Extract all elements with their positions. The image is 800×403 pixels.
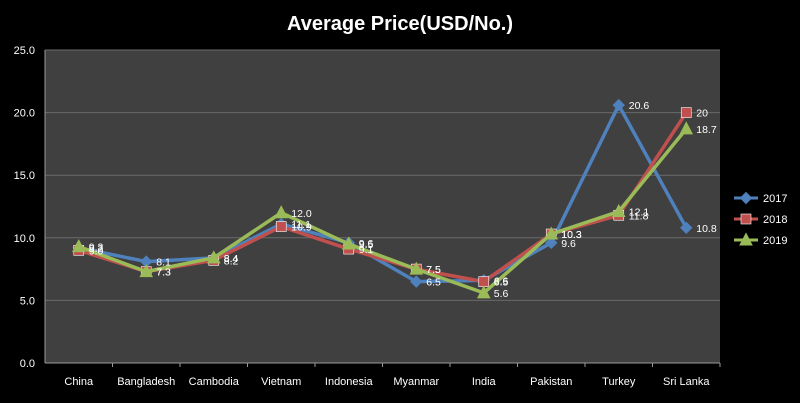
data-label: 10.3 [561,229,582,241]
data-point [410,275,423,288]
chart-title: Average Price(USD/No.) [287,13,513,35]
data-label: 10.3 [561,229,582,241]
legend-label: 2018 [763,214,787,226]
data-point [274,205,289,219]
legend-marker [740,213,752,225]
data-point [275,221,287,232]
data-label: 9.3 [89,242,104,254]
data-label: 7.3 [156,267,171,279]
data-label: 9.0 [89,245,104,257]
y-tick-label: 15.0 [14,170,35,182]
data-point [341,236,356,250]
plot-area [45,50,720,363]
data-label: 5.6 [494,288,509,300]
data-label: 7.3 [156,267,171,279]
data-label: 11.8 [629,210,649,222]
x-tick-label: India [472,376,497,388]
series-2019 [71,121,694,299]
legend-marker [739,191,753,205]
data-point [611,203,626,218]
data-label: 9.6 [359,238,374,250]
legend-label: 2019 [763,235,787,247]
data-point [680,107,692,118]
y-tick-label: 5.0 [20,295,35,307]
x-tick-label: Turkey [602,376,636,388]
y-tick-label: 20.0 [14,108,35,120]
data-point [71,238,86,253]
data-point [409,261,424,275]
series-line [78,127,688,295]
data-label: 9.2 [89,243,104,255]
data-label: 10.8 [696,223,717,235]
data-point [476,285,491,299]
data-label: 12.0 [291,208,312,220]
x-tick-label: Bangladesh [117,376,175,388]
data-label: 7.5 [426,264,441,276]
y-tick-label: 25.0 [14,45,35,57]
data-label: 8.4 [224,253,239,265]
data-label: 20 [696,108,708,120]
y-tick-label: 0.0 [20,358,35,370]
data-label: 12.1 [629,207,650,219]
axes: 0.0 5.0 10.0 15.0 20.0 25.0 China Bangladesh Cam… [14,45,721,388]
data-label: 10.9 [291,222,312,234]
data-point [680,221,693,234]
x-tick-label: Indonesia [325,376,374,388]
data-label: 11.1 [291,219,311,231]
data-labels: 9.28.1 8.411.19.66.5 6.69.620.610.89.07.38… [89,100,717,300]
data-label: 6.5 [494,277,509,289]
x-tick-label: Myanmar [393,376,439,388]
x-tick-label: Pakistan [530,376,572,388]
data-point [544,226,559,240]
x-tick-label: Vietnam [261,376,301,388]
gridlines [45,49,720,301]
legend-item-2018: 2018 [734,213,787,226]
data-point [545,236,558,250]
data-point [612,98,625,112]
x-tick-label: Sri Lanka [663,376,710,388]
legend-label: 2017 [763,193,787,205]
data-label: 6.5 [426,277,441,289]
data-point [478,276,490,287]
series-layer [71,98,694,299]
data-point [679,121,694,135]
data-label: 9.1 [359,244,374,256]
data-label: 8.1 [156,257,171,269]
data-point [206,250,221,264]
data-label: 20.6 [629,100,650,112]
legend: 2017 2018 2019 [734,191,787,247]
data-label: 7.5 [426,264,441,276]
data-label: 6.6 [494,275,509,287]
x-tick-label: China [64,376,94,388]
data-label: 9.6 [561,238,576,250]
y-tick-label: 10.0 [14,233,35,245]
data-label: 18.7 [696,124,717,136]
legend-marker [739,232,753,246]
legend-item-2017: 2017 [734,191,787,205]
series-line [78,103,688,284]
data-label: 8.4 [224,253,239,265]
legend-item-2019: 2019 [734,232,787,247]
data-label: 9.5 [359,239,374,251]
x-tick-label: Cambodia [189,376,240,388]
data-label: 8.2 [224,255,239,267]
data-point [139,264,154,278]
